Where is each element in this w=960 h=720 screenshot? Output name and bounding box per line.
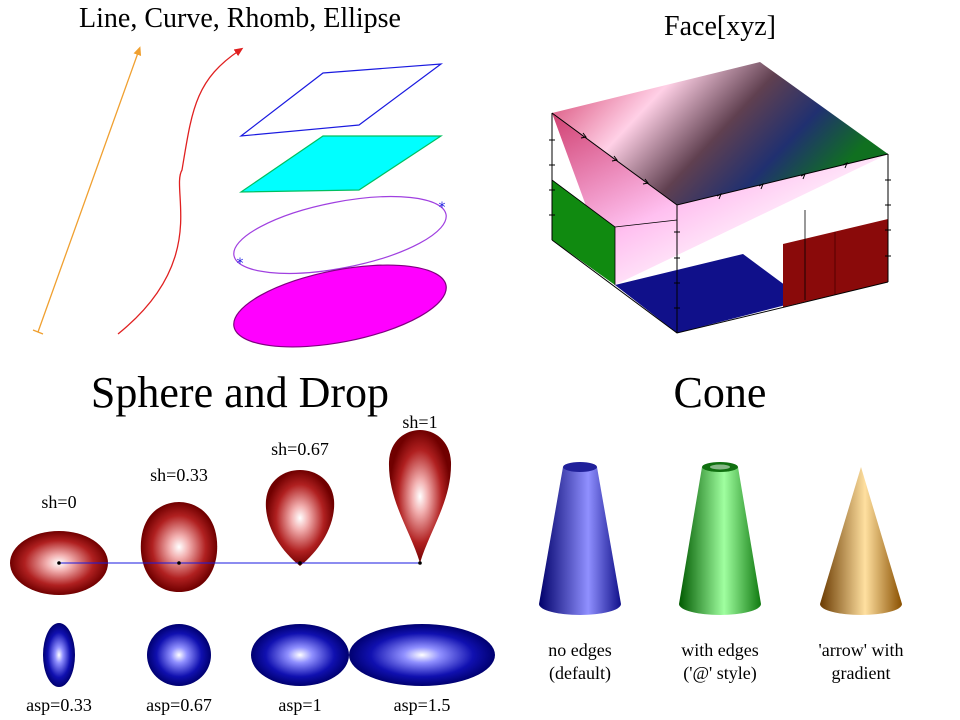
- sphere-asp-033: [43, 623, 75, 687]
- axis-ticks: [549, 132, 891, 309]
- face-left-green: [552, 180, 615, 285]
- drop-sh-067: [265, 470, 335, 566]
- panel-face-xyz: Face[xyz]: [549, 11, 891, 334]
- sphere-label-1: asp=0.33: [26, 695, 92, 715]
- cone-label-1-line1: no edges: [548, 640, 611, 660]
- sphere-label-3: asp=1: [278, 695, 321, 715]
- ellipse-outline: * *: [233, 196, 447, 274]
- panel-sphere-drop: Sphere and Drop sh=0 sh=0.33 sh=0.67 sh=…: [10, 368, 495, 715]
- cone-label-2-line1: with edges: [681, 640, 758, 660]
- panel-title-cone: Cone: [674, 368, 767, 417]
- panel-title-sphere-drop: Sphere and Drop: [91, 368, 389, 417]
- cone-label-1-line2: (default): [549, 663, 611, 684]
- focus-marker-left: *: [237, 256, 244, 272]
- cone-label-3-line2: gradient: [832, 663, 891, 683]
- drop-sh-033: [140, 502, 218, 592]
- cone-label-3-line1: 'arrow' with: [819, 640, 904, 660]
- focus-marker-right: *: [439, 200, 446, 216]
- cone-green: [679, 462, 761, 615]
- curve-arrow: [117, 47, 244, 335]
- drop-sh-1: [388, 430, 452, 563]
- sphere-label-2: asp=0.67: [146, 695, 212, 715]
- cone-blue: [539, 462, 621, 615]
- cone-label-2-line2: ('@' style): [683, 663, 757, 684]
- drop-label-4: sh=1: [402, 412, 437, 432]
- ellipse-filled: [233, 264, 447, 348]
- panel-cone: Cone no edges (default) with edges ('@' …: [539, 368, 903, 684]
- cone-gold: [820, 467, 902, 615]
- face-slant: [552, 113, 888, 285]
- sphere-label-4: asp=1.5: [394, 695, 451, 715]
- sphere-asp-1: [251, 624, 349, 686]
- face-top: [552, 62, 888, 205]
- rhomb-filled: [239, 135, 444, 193]
- sphere-asp-067: [147, 624, 211, 686]
- drop-label-2: sh=0.33: [150, 465, 208, 485]
- panel-title-line-curve: Line, Curve, Rhomb, Ellipse: [79, 3, 401, 34]
- sphere-asp-15: [349, 624, 495, 686]
- line-arrow: [32, 46, 142, 335]
- drop-label-3: sh=0.67: [271, 439, 329, 459]
- drop-label-1: sh=0: [41, 492, 76, 512]
- bounding-box: [551, 112, 889, 334]
- drop-axis-line: [57, 561, 422, 565]
- panel-line-curve-rhomb-ellipse: Line, Curve, Rhomb, Ellipse * *: [32, 3, 447, 348]
- face-bottom-blue: [615, 254, 805, 333]
- panel-title-face: Face[xyz]: [664, 11, 776, 42]
- rhomb-outline: [238, 63, 444, 137]
